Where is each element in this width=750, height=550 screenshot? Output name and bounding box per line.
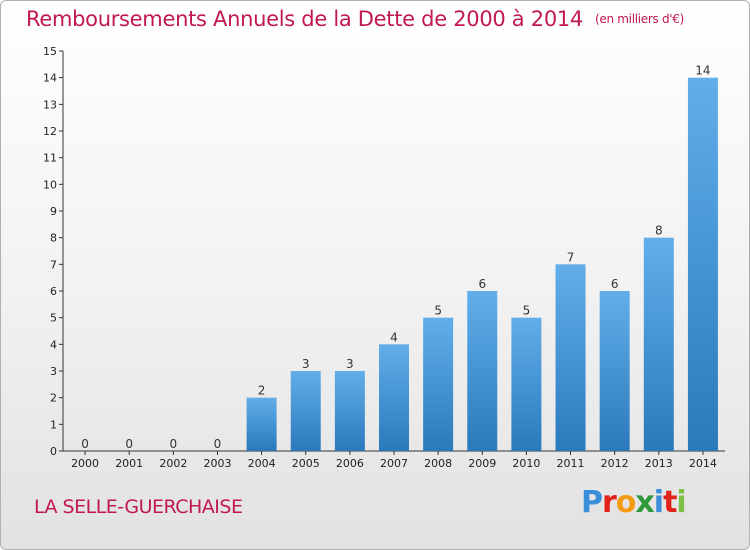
city-name: LA SELLE-GUERCHAISE	[34, 496, 243, 518]
x-tick-label: 2002	[159, 457, 187, 470]
data-label: 2	[258, 384, 266, 398]
chart-title: Remboursements Annuels de la Dette de 20…	[26, 7, 684, 31]
y-tick-label: 12	[43, 125, 57, 138]
y-tick-label: 11	[43, 152, 57, 165]
logo-letter: i	[676, 485, 686, 520]
y-tick-label: 1	[50, 418, 57, 431]
bar	[643, 237, 674, 451]
bars	[246, 77, 718, 452]
x-tick-label: 2008	[424, 457, 452, 470]
value-labels: 0 0 0 0 2 3 3 4 5 6 5 7 6 8 14	[81, 64, 710, 451]
data-label: 6	[478, 277, 486, 291]
logo-letter: o	[615, 485, 637, 520]
title-text: Remboursements Annuels de la Dette de 20…	[26, 7, 583, 31]
x-tick-label: 2014	[689, 457, 717, 470]
logo-letter: P	[581, 485, 603, 520]
bar	[246, 397, 277, 451]
data-label: 0	[81, 437, 89, 451]
data-label: 4	[390, 330, 398, 344]
bar	[379, 344, 409, 451]
x-tick-label: 2005	[292, 457, 320, 470]
y-tick-label: 14	[43, 72, 57, 85]
bar	[687, 77, 718, 452]
x-tick-label: 2004	[248, 457, 276, 470]
y-tick-label: 4	[50, 338, 57, 351]
data-label: 0	[214, 437, 222, 451]
bar	[511, 317, 542, 451]
bar	[599, 291, 630, 451]
x-tick-label: 2012	[601, 457, 629, 470]
data-label: 0	[125, 437, 133, 451]
x-tick-label: 2007	[380, 457, 408, 470]
title-unit: (en milliers d'€)	[595, 12, 685, 26]
logo-letter: x	[635, 485, 654, 520]
logo-letter: r	[602, 485, 617, 520]
data-label: 3	[302, 357, 310, 371]
x-tick-label: 2010	[512, 457, 540, 470]
bar	[290, 371, 321, 451]
x-tick-label: 2013	[645, 457, 673, 470]
bar	[467, 291, 498, 451]
x-axis: 2000 2001 2002 2003 2004 2005 2006 2007 2008 2009…	[63, 450, 725, 470]
y-tick-label: 2	[50, 392, 57, 405]
data-label: 14	[695, 64, 710, 78]
x-tick-label: 2001	[115, 457, 143, 470]
bar	[555, 264, 586, 451]
data-label: 5	[523, 304, 531, 318]
x-tick-label: 2000	[71, 457, 99, 470]
data-label: 7	[567, 250, 575, 264]
x-tick-label: 2011	[557, 457, 585, 470]
data-label: 6	[611, 277, 619, 291]
x-tick-label: 2009	[468, 457, 496, 470]
data-label: 8	[655, 224, 663, 238]
data-label: 0	[170, 437, 178, 451]
y-tick-label: 13	[43, 98, 57, 111]
bar	[423, 317, 454, 451]
y-tick-label: 15	[43, 45, 57, 58]
proxiti-logo: Proxiti	[581, 485, 687, 520]
logo-letter: t	[663, 485, 677, 520]
y-tick-label: 0	[50, 445, 57, 458]
x-tick-label: 2006	[336, 457, 364, 470]
data-label: 5	[434, 304, 442, 318]
logo-letter: i	[653, 485, 664, 520]
y-tick-label: 3	[50, 365, 57, 378]
y-tick-label: 9	[50, 205, 57, 218]
x-tick-label: 2003	[203, 457, 231, 470]
bar	[334, 371, 365, 451]
y-tick-label: 8	[50, 232, 57, 245]
y-tick-label: 7	[50, 258, 57, 271]
y-tick-label: 6	[50, 285, 57, 298]
data-label: 3	[346, 357, 354, 371]
y-tick-label: 5	[50, 312, 57, 325]
y-tick-label: 10	[43, 178, 57, 191]
